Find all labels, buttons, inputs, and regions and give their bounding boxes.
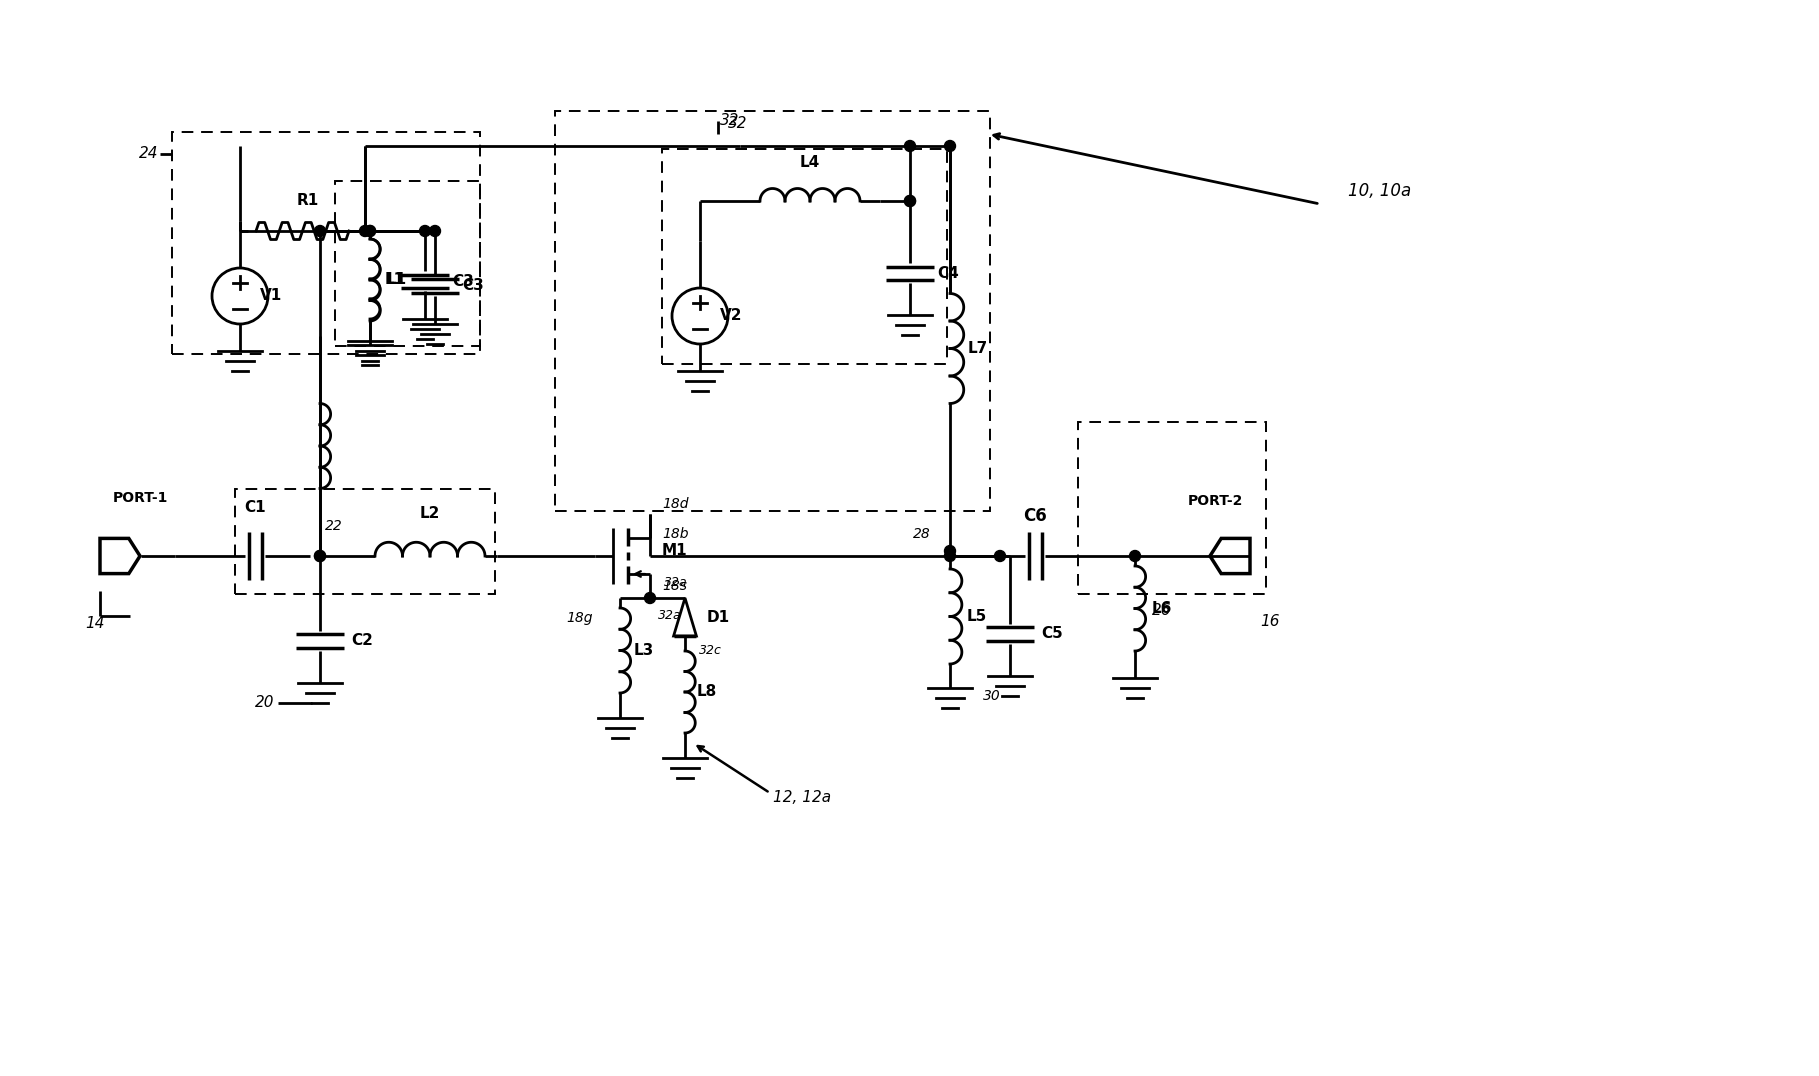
Text: L3: L3	[633, 643, 655, 659]
Text: C4: C4	[937, 266, 959, 281]
Bar	[173, 132, 480, 354]
Text: 14: 14	[85, 617, 106, 632]
Bar	[1079, 422, 1266, 594]
Text: M1: M1	[662, 543, 688, 558]
Circle shape	[944, 546, 955, 556]
Text: 24: 24	[138, 146, 158, 161]
Circle shape	[944, 551, 955, 562]
Text: L7: L7	[968, 341, 988, 356]
Text: PORT-1: PORT-1	[113, 491, 167, 505]
Circle shape	[904, 196, 915, 207]
Text: C3: C3	[453, 273, 475, 288]
Circle shape	[420, 226, 431, 237]
Text: 18d: 18d	[662, 497, 689, 511]
Text: 12, 12a: 12, 12a	[773, 791, 831, 806]
Text: PORT-2: PORT-2	[1188, 494, 1242, 508]
Circle shape	[315, 551, 326, 562]
Bar	[235, 489, 495, 594]
Text: L8: L8	[697, 684, 717, 699]
Text: 22: 22	[326, 519, 342, 533]
Text: V2: V2	[720, 309, 742, 324]
Text: C1: C1	[244, 500, 266, 515]
Text: L1: L1	[386, 271, 406, 286]
Text: 26: 26	[1151, 604, 1171, 619]
Text: 32: 32	[720, 113, 740, 128]
Circle shape	[429, 226, 440, 237]
Text: 10, 10a: 10, 10a	[1348, 182, 1412, 200]
Circle shape	[644, 593, 655, 604]
Text: L4: L4	[800, 156, 820, 170]
Text: L6: L6	[1151, 601, 1171, 615]
Bar	[555, 111, 990, 511]
Text: C6: C6	[1022, 507, 1048, 525]
Text: L2: L2	[420, 507, 440, 522]
Circle shape	[360, 226, 371, 237]
Text: C2: C2	[351, 634, 373, 649]
Circle shape	[944, 141, 955, 152]
Text: V1: V1	[260, 288, 282, 303]
Text: 18g: 18g	[568, 611, 593, 625]
Text: 30: 30	[982, 689, 1000, 703]
Text: L1: L1	[387, 272, 407, 287]
Circle shape	[315, 551, 326, 562]
Text: L5: L5	[968, 609, 988, 624]
Circle shape	[995, 551, 1006, 562]
Circle shape	[315, 226, 326, 237]
Text: 20: 20	[255, 695, 275, 710]
Text: D1: D1	[708, 609, 729, 624]
Text: 32c: 32c	[698, 645, 722, 657]
Circle shape	[904, 141, 915, 152]
Text: C5: C5	[1040, 626, 1062, 641]
Text: 18b: 18b	[662, 527, 689, 541]
Text: 32: 32	[728, 116, 748, 131]
Text: 16: 16	[1261, 613, 1281, 628]
Text: R1: R1	[296, 194, 318, 209]
Text: 28: 28	[913, 527, 931, 541]
Text: 32a: 32a	[658, 609, 682, 623]
Circle shape	[904, 196, 915, 207]
Text: 32a: 32a	[664, 577, 688, 590]
Circle shape	[364, 226, 375, 237]
Circle shape	[364, 226, 375, 237]
Circle shape	[1130, 551, 1141, 562]
Text: C3: C3	[462, 279, 484, 294]
Bar	[335, 181, 480, 346]
Bar	[662, 148, 948, 364]
Text: 18s: 18s	[662, 579, 688, 593]
